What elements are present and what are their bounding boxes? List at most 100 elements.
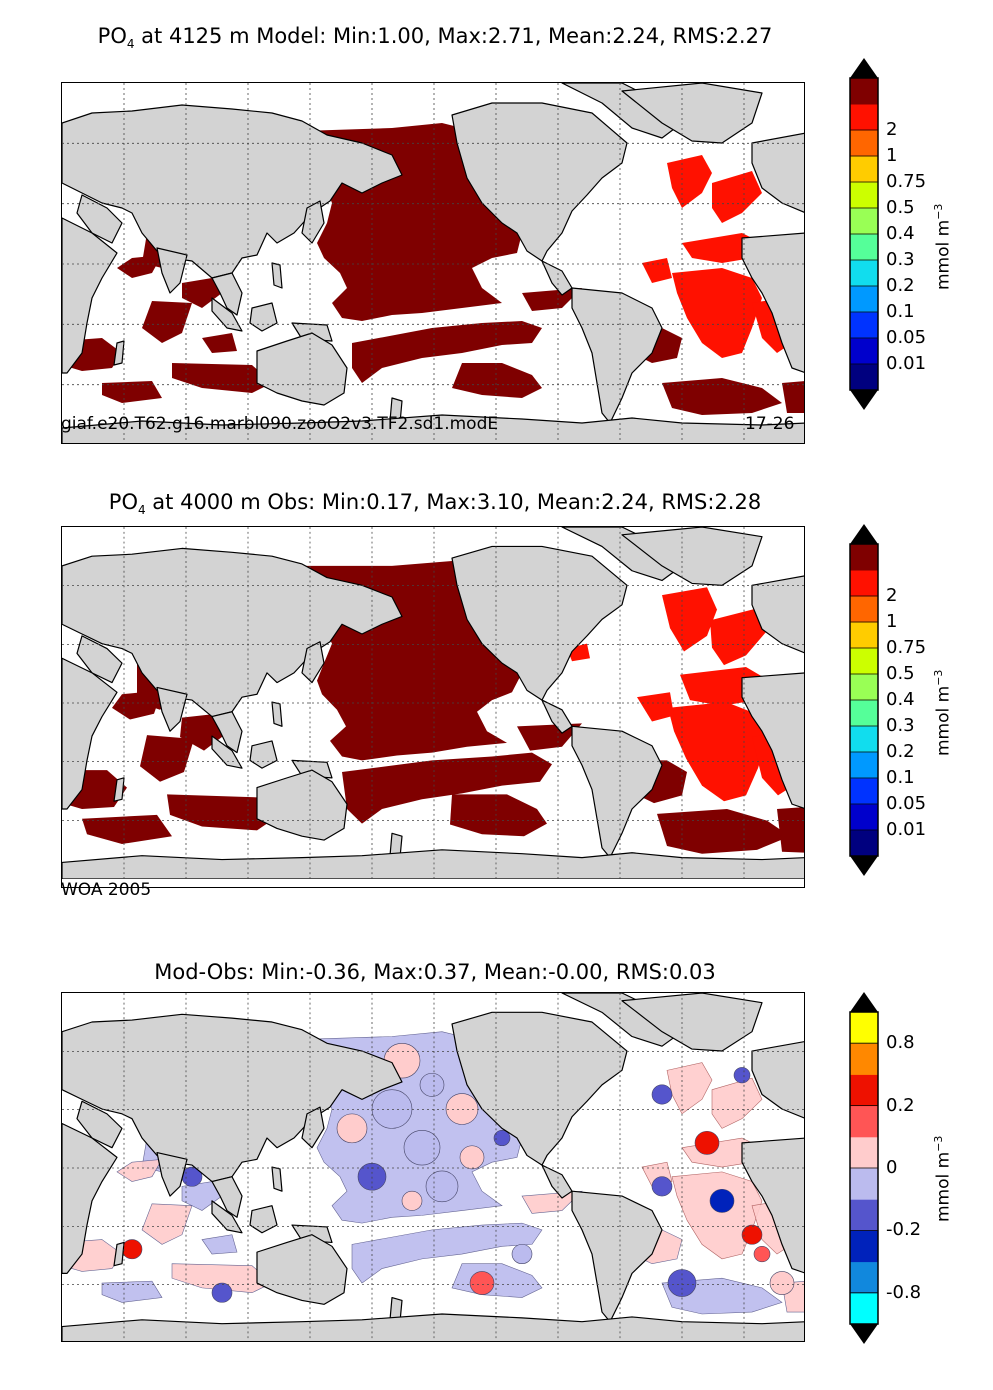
diff-blob xyxy=(741,1224,763,1245)
land-africaR xyxy=(741,1137,804,1274)
colorbar-tick-label: 1 xyxy=(886,145,898,166)
land-philippines xyxy=(271,1166,283,1192)
field-patch-high xyxy=(140,735,194,782)
colorbar-segment xyxy=(850,1199,878,1231)
colorbar-tick-label: 2 xyxy=(886,119,898,140)
colorbar-tick-label: 0.1 xyxy=(886,301,915,322)
colorbar-tick-label: 0.3 xyxy=(886,249,915,270)
land-seasia xyxy=(211,711,243,754)
field-patch-atlantic xyxy=(642,258,672,283)
colorbar-segment xyxy=(850,156,878,183)
land-arabia xyxy=(76,1100,123,1149)
colorbar-segment xyxy=(850,648,878,675)
colorbar-segment xyxy=(850,778,878,805)
diff-blob xyxy=(371,1089,413,1129)
land-arabia xyxy=(76,194,123,244)
colorbar-segment xyxy=(850,208,878,235)
model-case-name: giaf.e20.T62.g16.marbl090.zooO2v3.TF2.sd… xyxy=(61,414,499,434)
land-antarctica xyxy=(62,414,804,443)
colorbar-segment xyxy=(850,544,878,571)
model-unit-label: mmol m−3 xyxy=(932,203,954,290)
field-patch-atlantic xyxy=(662,587,717,652)
colorbar-segment xyxy=(850,234,878,261)
model-map xyxy=(61,82,805,444)
land-sumatra xyxy=(211,1200,243,1234)
land-namerica xyxy=(451,102,628,262)
diff-unit-label: mmol m−3 xyxy=(932,1135,954,1222)
land-madagascar xyxy=(113,1241,125,1267)
colorbar-extend-bottom xyxy=(850,390,878,410)
field-patch-high xyxy=(112,690,162,720)
land-layer xyxy=(62,527,804,879)
land-sumatra xyxy=(211,297,243,332)
field-patch-high xyxy=(82,814,172,844)
field-patch-high xyxy=(142,301,192,343)
graticule xyxy=(62,527,804,879)
field-patch-high xyxy=(782,381,804,413)
colorbar-extend-top xyxy=(850,58,878,78)
field-patch-high xyxy=(450,794,547,837)
land-eurasia xyxy=(62,1013,403,1183)
land-sumatra xyxy=(211,735,243,769)
diff-patch xyxy=(116,1158,163,1182)
land-antarctica xyxy=(62,1313,804,1341)
land-japan xyxy=(301,641,325,684)
colorbar-tick-label: 0.2 xyxy=(886,1094,915,1116)
diff-blob xyxy=(694,1130,720,1155)
land-africa xyxy=(62,1122,118,1274)
land-central xyxy=(541,699,573,734)
diff-blob xyxy=(336,1113,368,1144)
land-arabia xyxy=(76,635,123,684)
map-layer xyxy=(62,993,804,1341)
diff-patch xyxy=(101,1280,163,1303)
colorbar-tick-label: 0.01 xyxy=(886,819,927,840)
obs-source: WOA 2005 xyxy=(61,880,152,900)
land-seasia xyxy=(211,1176,243,1218)
diff-blob xyxy=(445,1093,479,1125)
field-patch-high xyxy=(657,808,790,854)
colorbar-segment xyxy=(850,830,878,857)
diff-blob xyxy=(459,1145,485,1170)
obs-unit-label: mmol m−3 xyxy=(932,669,954,756)
land-madagascar xyxy=(113,777,125,802)
diff-patch xyxy=(141,1203,193,1245)
land-greenland xyxy=(621,527,763,586)
colorbar-tick-label: 0.05 xyxy=(886,327,927,348)
colorbar-tick-label: 0.4 xyxy=(886,223,915,244)
colorbar-segment xyxy=(850,1136,878,1169)
land-layer xyxy=(62,993,804,1341)
diff-blob xyxy=(769,1271,795,1295)
diff-blob xyxy=(403,1130,441,1166)
colorbar-tick-label: 0.01 xyxy=(886,353,927,374)
diff-panel: Mod-Obs: Min:-0.36, Max:0.37, Mean:-0.00… xyxy=(0,932,993,1390)
colorbar-segment xyxy=(850,1105,878,1138)
land-philippines xyxy=(271,262,283,289)
colorbar-segment xyxy=(850,700,878,727)
diff-blob xyxy=(425,1170,459,1203)
colorbar-tick-label: 0.1 xyxy=(886,767,915,788)
obs-title: PO4 at 4000 m Obs: Min:0.17, Max:3.10, M… xyxy=(108,490,762,518)
colorbar-segment xyxy=(850,596,878,623)
graticule xyxy=(62,993,804,1341)
colorbar-segment xyxy=(850,1074,878,1107)
land-antarctica xyxy=(62,849,804,879)
colorbar-segment xyxy=(850,1012,878,1044)
model-panel: PO4 at 4125 m Model: Min:1.00, Max:2.71,… xyxy=(0,0,993,458)
colorbar-tick-label: 0 xyxy=(886,1157,898,1178)
land-borneo xyxy=(249,740,278,769)
colorbar-extend-bottom xyxy=(850,1324,878,1344)
colorbar-tick-label: -0.2 xyxy=(886,1219,922,1241)
colorbar-segment xyxy=(850,622,878,649)
land-eurasia xyxy=(62,547,403,718)
land-samerica xyxy=(571,725,663,859)
diff-blob xyxy=(401,1190,423,1211)
land-samerica xyxy=(571,287,663,424)
colorbar-tick-label: 0.75 xyxy=(886,637,927,658)
land-india xyxy=(156,247,188,294)
map-layer xyxy=(62,527,804,879)
land-arctic xyxy=(561,993,683,1047)
diff-blob xyxy=(651,1084,673,1105)
field-patch-atlantic xyxy=(637,692,674,722)
colorbar-extend-bottom xyxy=(850,856,878,876)
diff-patch-atlantic xyxy=(711,1077,763,1129)
